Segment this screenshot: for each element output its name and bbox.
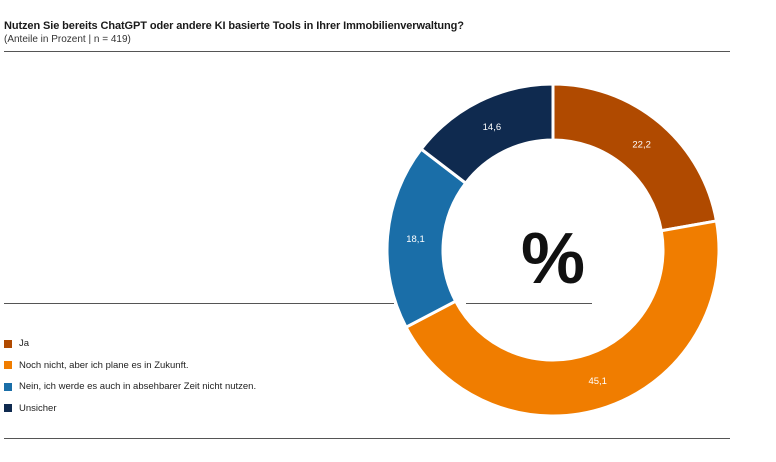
- legend-item-noch-nicht: Noch nicht, aber ich plane es in Zukunft…: [4, 360, 256, 371]
- slice-value-label-noch-nicht: 45,1: [588, 376, 607, 387]
- legend-swatch: [4, 404, 12, 412]
- bottom-divider: [4, 438, 730, 439]
- slice-value-label-ja: 22,2: [632, 140, 651, 151]
- legend-item-unsicher: Unsicher: [4, 403, 256, 414]
- donut-value-labels: 22,2 45,1 18,1 14,6: [406, 122, 651, 387]
- donut-slice-ja: [551, 82, 719, 233]
- donut-slice-noch-nicht: [404, 219, 721, 418]
- legend-label: Unsicher: [19, 402, 57, 414]
- top-divider: [4, 51, 730, 52]
- page-title: Nutzen Sie bereits ChatGPT oder andere K…: [4, 20, 464, 32]
- legend-label: Ja: [19, 338, 30, 349]
- center-percent-symbol: %: [521, 219, 585, 299]
- donut-slice-unsicher: [419, 82, 555, 186]
- legend-swatch: [4, 339, 12, 348]
- slice-value-label-unsicher: 14,6: [483, 122, 502, 133]
- chart-legend: Ja Noch nicht, aber ich plane es in Zuku…: [4, 338, 256, 424]
- legend-swatch: [4, 382, 12, 391]
- slice-value-label-nein: 18,1: [406, 234, 425, 245]
- donut-slices: [385, 82, 721, 418]
- legend-label: Noch nicht, aber ich plane es in Zukunft…: [19, 359, 189, 371]
- legend-swatch: [4, 361, 12, 369]
- page-subtitle: (Anteile in Prozent | n = 419): [4, 34, 131, 45]
- middle-divider-left: [4, 303, 394, 304]
- middle-divider-right: [466, 303, 592, 304]
- legend-label: Nein, ich werde es auch in absehbarer Ze…: [19, 381, 257, 392]
- legend-item-nein: Nein, ich werde es auch in absehbarer Ze…: [4, 381, 256, 392]
- legend-item-ja: Ja: [4, 338, 256, 349]
